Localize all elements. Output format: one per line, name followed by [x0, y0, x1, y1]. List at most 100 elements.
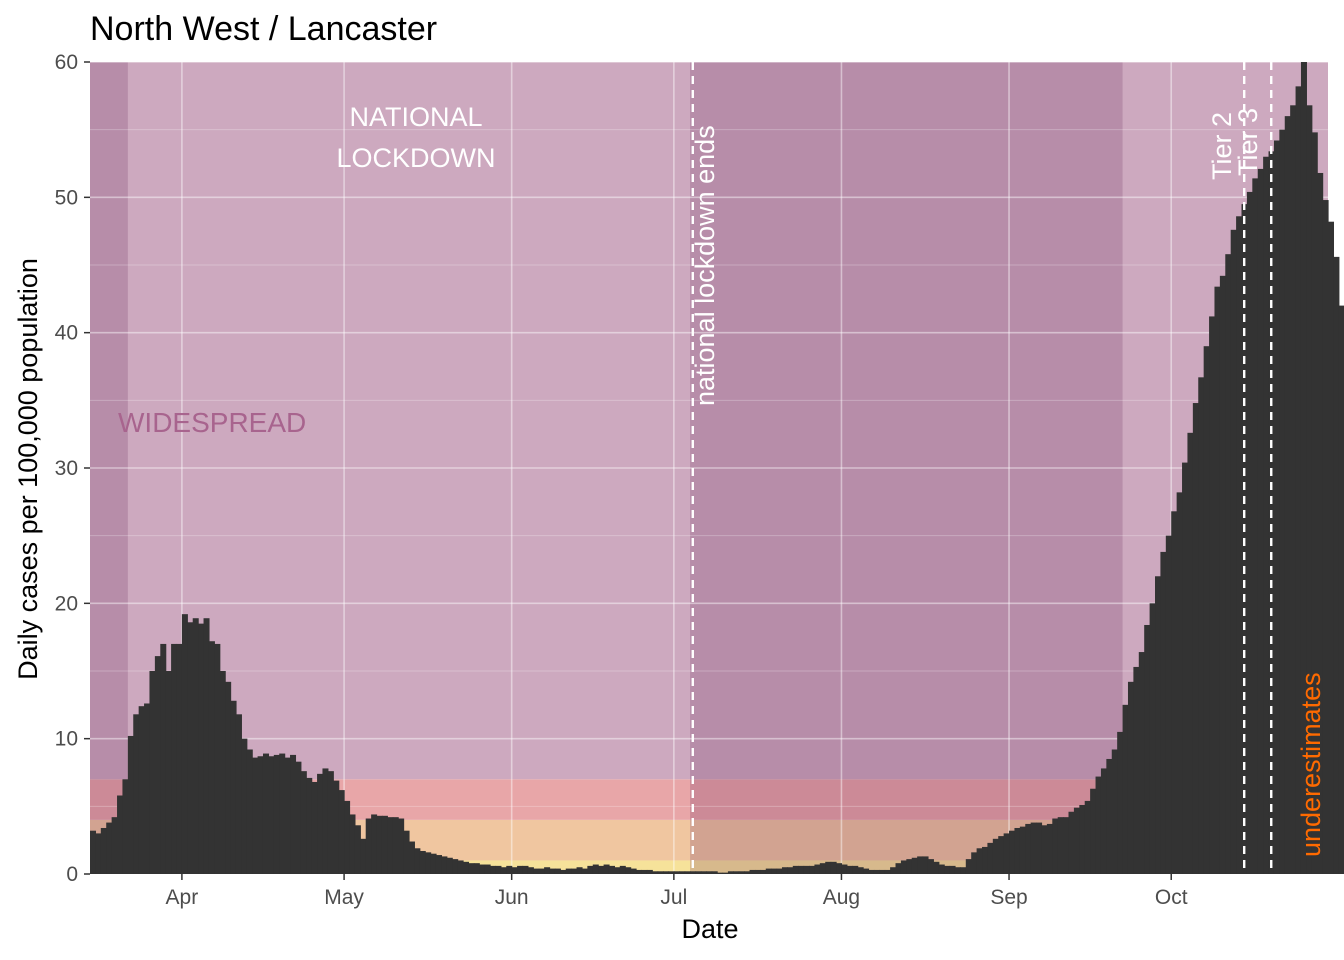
y-tick-label: 10	[55, 728, 78, 751]
bar	[473, 863, 480, 874]
bar	[376, 815, 383, 874]
bar	[495, 865, 502, 874]
bar	[306, 777, 313, 874]
x-tick-label: Sep	[990, 886, 1027, 909]
bar	[198, 623, 205, 874]
bar	[1203, 346, 1210, 874]
bar	[576, 867, 583, 874]
bar	[792, 865, 799, 874]
bar	[922, 856, 929, 874]
x-tick-label: Aug	[823, 886, 860, 909]
bar	[219, 671, 226, 874]
bar	[776, 868, 783, 874]
bar	[408, 841, 415, 874]
bar	[927, 859, 934, 874]
bar	[598, 865, 605, 874]
bar	[392, 817, 399, 874]
bar	[349, 814, 356, 874]
y-tick-label: 30	[55, 457, 78, 480]
bar	[181, 614, 188, 874]
bar	[425, 852, 432, 874]
bar	[1057, 817, 1064, 874]
bar	[657, 871, 664, 874]
bar	[879, 869, 886, 874]
x-axis-ticks: Apr May Jun Jul Aug Sep Oct	[166, 874, 1188, 909]
bar	[506, 865, 513, 874]
shaded-period-0	[90, 62, 128, 874]
bar	[317, 773, 324, 874]
bar	[1019, 826, 1026, 874]
bar	[133, 714, 140, 874]
band-3	[90, 62, 1328, 780]
bar	[165, 671, 172, 874]
bar	[430, 853, 437, 874]
bar	[463, 861, 470, 874]
y-tick-label: 20	[55, 592, 78, 615]
y-axis-title: Daily cases per 100,000 population	[13, 258, 43, 680]
bar	[554, 868, 561, 874]
bar	[771, 868, 778, 874]
bar	[1219, 275, 1226, 874]
bar	[160, 643, 167, 874]
bar	[565, 868, 572, 874]
bar	[446, 857, 453, 874]
bar	[1338, 305, 1344, 875]
bar	[884, 869, 891, 874]
vline-label-lockdown-ends: national lockdown ends	[690, 125, 720, 406]
bar	[1144, 624, 1151, 874]
bar	[381, 815, 388, 874]
x-tick-label: Jul	[660, 886, 687, 909]
bar	[1236, 216, 1243, 874]
bar	[949, 865, 956, 874]
bar	[560, 869, 567, 874]
shaded-period-1	[690, 62, 1123, 874]
bar	[646, 869, 653, 874]
bar	[1003, 833, 1010, 874]
bar	[333, 780, 340, 874]
bar	[830, 861, 837, 874]
bar	[690, 871, 697, 874]
bar	[863, 868, 870, 874]
bar	[1311, 132, 1318, 874]
bar	[1014, 827, 1021, 874]
bar	[1198, 377, 1205, 874]
bar	[1246, 191, 1253, 875]
bar	[798, 865, 805, 874]
bar	[673, 871, 680, 874]
plot-panel	[90, 61, 1344, 875]
bar	[803, 865, 810, 874]
bar	[235, 714, 242, 874]
bar	[1149, 603, 1156, 874]
bar	[992, 838, 999, 874]
bar	[841, 864, 848, 874]
bar	[95, 833, 102, 874]
underestimates-label: underestimates	[1296, 672, 1326, 857]
bar	[1100, 768, 1107, 874]
bar	[533, 868, 540, 874]
bar	[1333, 256, 1340, 874]
bar	[479, 864, 486, 874]
bar	[290, 754, 297, 874]
bar	[571, 868, 578, 874]
bar	[90, 830, 97, 874]
bar	[246, 749, 253, 874]
bar	[149, 671, 156, 874]
bar	[652, 871, 659, 874]
bar	[517, 865, 524, 874]
bar	[111, 817, 118, 874]
bar	[100, 827, 107, 874]
shaded-periods	[90, 62, 1123, 874]
y-axis-ticks: 0 10 20 30 40 50 60	[55, 51, 90, 886]
bar	[500, 867, 507, 874]
y-tick-label: 0	[66, 863, 78, 886]
bar	[754, 869, 761, 874]
bar	[1192, 403, 1199, 874]
bar	[1068, 811, 1075, 874]
bar	[1046, 823, 1053, 874]
bar	[360, 838, 367, 874]
bar	[733, 871, 740, 874]
bar	[679, 871, 686, 874]
x-tick-label: Oct	[1155, 886, 1188, 909]
bar	[1155, 576, 1162, 874]
